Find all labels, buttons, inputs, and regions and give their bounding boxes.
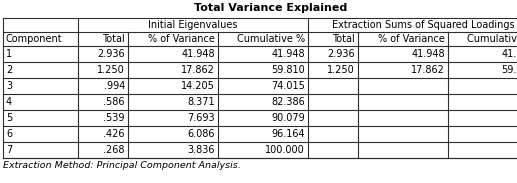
Text: 17.862: 17.862	[181, 65, 215, 75]
Text: 7: 7	[6, 145, 12, 155]
Text: Cumulative %: Cumulative %	[237, 34, 305, 44]
Text: .426: .426	[103, 129, 125, 139]
Text: 100.000: 100.000	[265, 145, 305, 155]
Text: 2.936: 2.936	[97, 49, 125, 59]
Text: % of Variance: % of Variance	[378, 34, 445, 44]
Text: 7.693: 7.693	[187, 113, 215, 123]
Text: % of Variance: % of Variance	[148, 34, 215, 44]
Text: 90.079: 90.079	[271, 113, 305, 123]
Text: Total: Total	[102, 34, 125, 44]
Text: Total: Total	[332, 34, 355, 44]
Text: .539: .539	[103, 113, 125, 123]
Text: .586: .586	[103, 97, 125, 107]
Text: 4: 4	[6, 97, 12, 107]
Text: 6.086: 6.086	[188, 129, 215, 139]
Text: Initial Eigenvalues: Initial Eigenvalues	[148, 20, 238, 30]
Text: 41.948: 41.948	[501, 49, 517, 59]
Text: 3.836: 3.836	[188, 145, 215, 155]
Text: 59.810: 59.810	[501, 65, 517, 75]
Text: 17.862: 17.862	[411, 65, 445, 75]
Text: 1: 1	[6, 49, 12, 59]
Text: 1.250: 1.250	[327, 65, 355, 75]
Text: 8.371: 8.371	[187, 97, 215, 107]
Text: 1.250: 1.250	[97, 65, 125, 75]
Text: Total Variance Explained: Total Variance Explained	[194, 3, 347, 13]
Text: .994: .994	[103, 81, 125, 91]
Text: Component: Component	[6, 34, 63, 44]
Text: 2.936: 2.936	[327, 49, 355, 59]
Text: 41.948: 41.948	[181, 49, 215, 59]
Text: 59.810: 59.810	[271, 65, 305, 75]
Text: Cumulative %: Cumulative %	[467, 34, 517, 44]
Text: 82.386: 82.386	[271, 97, 305, 107]
Text: 5: 5	[6, 113, 12, 123]
Text: 41.948: 41.948	[412, 49, 445, 59]
Text: .268: .268	[103, 145, 125, 155]
Text: 6: 6	[6, 129, 12, 139]
Text: 14.205: 14.205	[181, 81, 215, 91]
Text: 96.164: 96.164	[271, 129, 305, 139]
Text: 3: 3	[6, 81, 12, 91]
Text: Extraction Method: Principal Component Analysis.: Extraction Method: Principal Component A…	[3, 161, 241, 170]
Text: 74.015: 74.015	[271, 81, 305, 91]
Text: Extraction Sums of Squared Loadings: Extraction Sums of Squared Loadings	[332, 20, 514, 30]
Text: 41.948: 41.948	[271, 49, 305, 59]
Text: 2: 2	[6, 65, 12, 75]
